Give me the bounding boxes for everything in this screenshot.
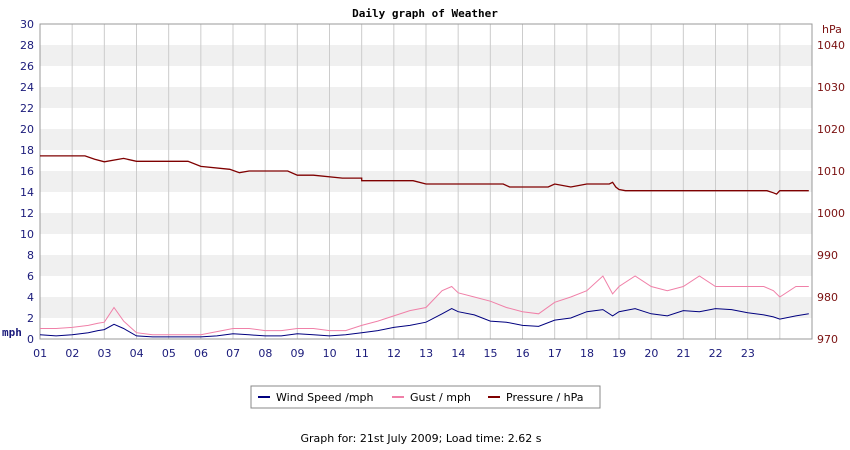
- series-lines: [39, 155, 809, 338]
- y-left-tick-label: 30: [20, 18, 34, 31]
- y-left-tick-label: 26: [20, 60, 34, 73]
- x-tick-label: 11: [355, 347, 369, 360]
- x-tick-label: 14: [451, 347, 465, 360]
- x-tick-label: 20: [644, 347, 658, 360]
- y-right-tick-label: 1020: [817, 123, 845, 136]
- y-left-tick-label: 0: [27, 333, 34, 346]
- y-left-tick-label: 22: [20, 102, 34, 115]
- grid: [39, 23, 813, 340]
- series-line-wind-speed: [39, 308, 809, 338]
- x-tick-label: 17: [548, 347, 562, 360]
- x-tick-label: 04: [130, 347, 144, 360]
- series-line-pressure: [40, 155, 809, 195]
- y-left-tick-label: 16: [20, 165, 34, 178]
- y-right-tick-label: 1030: [817, 81, 845, 94]
- plot-border: [39, 23, 813, 340]
- y-right-tick-label: 1010: [817, 165, 845, 178]
- x-tick-label: 12: [387, 347, 401, 360]
- x-tick-label: 05: [162, 347, 176, 360]
- legend: Wind Speed /mph Gust / mph Pressure / hPa: [250, 385, 601, 409]
- y-right-tick-label: 1000: [817, 207, 845, 220]
- y-right-tick-label: 1040: [817, 39, 845, 52]
- x-tick-label: 01: [33, 347, 47, 360]
- x-tick-label: 21: [677, 347, 691, 360]
- legend-label: Pressure / hPa: [506, 391, 584, 404]
- y-left-tick-label: 8: [27, 249, 34, 262]
- x-tick-label: 06: [194, 347, 208, 360]
- y-left-tick-label: 10: [20, 228, 34, 241]
- y-left-tick-label: 6: [27, 270, 34, 283]
- axes: 0246810121416182022242628309709809901000…: [20, 18, 845, 360]
- legend-box: [250, 385, 601, 409]
- y-right-unit: hPa: [822, 23, 842, 36]
- x-tick-label: 02: [65, 347, 79, 360]
- y-left-tick-label: 12: [20, 207, 34, 220]
- chart-title: Daily graph of Weather: [352, 7, 498, 20]
- y-right-tick-label: 980: [817, 291, 838, 304]
- y-right-tick-label: 970: [817, 333, 838, 346]
- y-left-tick-label: 14: [20, 186, 34, 199]
- x-tick-label: 09: [291, 347, 305, 360]
- y-right-tick-label: 990: [817, 249, 838, 262]
- x-tick-label: 22: [709, 347, 723, 360]
- legend-label: Wind Speed /mph: [276, 391, 374, 404]
- x-tick-label: 15: [484, 347, 498, 360]
- y-left-tick-label: 24: [20, 81, 34, 94]
- y-left-tick-label: 20: [20, 123, 34, 136]
- y-left-tick-label: 28: [20, 39, 34, 52]
- series-line-gust: [40, 275, 809, 336]
- y-left-tick-label: 4: [27, 291, 34, 304]
- x-tick-label: 10: [323, 347, 337, 360]
- x-tick-label: 19: [612, 347, 626, 360]
- x-tick-label: 23: [741, 347, 755, 360]
- y-left-tick-label: 2: [27, 312, 34, 325]
- x-tick-label: 07: [226, 347, 240, 360]
- x-tick-label: 13: [419, 347, 433, 360]
- x-tick-label: 03: [98, 347, 112, 360]
- footer-text: Graph for: 21st July 2009; Load time: 2.…: [300, 432, 541, 445]
- legend-label: Gust / mph: [410, 391, 471, 404]
- x-tick-label: 18: [580, 347, 594, 360]
- x-tick-label: 16: [516, 347, 530, 360]
- y-left-unit: mph: [2, 326, 22, 339]
- x-tick-label: 08: [258, 347, 272, 360]
- y-left-tick-label: 18: [20, 144, 34, 157]
